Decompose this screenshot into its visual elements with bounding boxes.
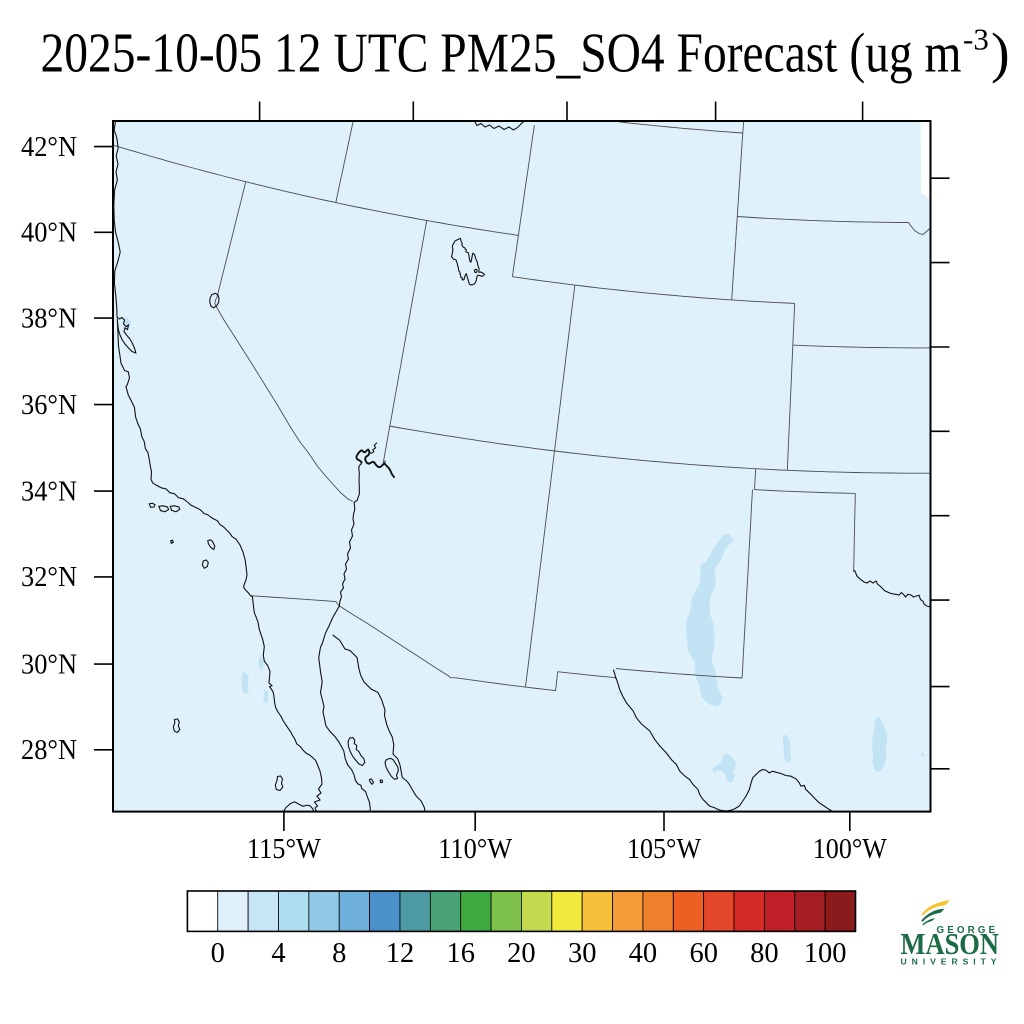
svg-text:30°N: 30°N bbox=[21, 649, 77, 680]
svg-text:115°W: 115°W bbox=[247, 834, 321, 865]
svg-text:28°N: 28°N bbox=[21, 735, 77, 766]
svg-text:4: 4 bbox=[271, 938, 285, 969]
svg-text:): ) bbox=[991, 23, 1010, 85]
svg-text:8: 8 bbox=[332, 938, 346, 969]
svg-text:110°W: 110°W bbox=[438, 834, 512, 865]
svg-text:12: 12 bbox=[386, 938, 415, 969]
svg-text:MASON: MASON bbox=[901, 927, 1000, 961]
svg-text:60: 60 bbox=[689, 938, 718, 969]
svg-text:30: 30 bbox=[568, 938, 597, 969]
svg-text:2025-10-05 12 UTC PM25_SO4 For: 2025-10-05 12 UTC PM25_SO4 Forecast (ug … bbox=[41, 23, 962, 85]
svg-text:36°N: 36°N bbox=[21, 390, 77, 421]
svg-text:20: 20 bbox=[507, 938, 536, 969]
svg-text:0: 0 bbox=[211, 938, 225, 969]
svg-text:-3: -3 bbox=[963, 22, 989, 57]
svg-text:GEORGE: GEORGE bbox=[937, 925, 999, 936]
svg-text:100: 100 bbox=[804, 938, 847, 969]
svg-text:105°W: 105°W bbox=[627, 834, 701, 865]
svg-text:100°W: 100°W bbox=[813, 834, 887, 865]
svg-text:42°N: 42°N bbox=[21, 132, 77, 163]
svg-text:40°N: 40°N bbox=[21, 218, 77, 249]
svg-text:34°N: 34°N bbox=[21, 476, 77, 507]
svg-text:80: 80 bbox=[750, 938, 779, 969]
svg-text:32°N: 32°N bbox=[21, 562, 77, 593]
svg-text:38°N: 38°N bbox=[21, 303, 77, 334]
svg-text:16: 16 bbox=[446, 938, 475, 969]
svg-text:40: 40 bbox=[629, 938, 658, 969]
